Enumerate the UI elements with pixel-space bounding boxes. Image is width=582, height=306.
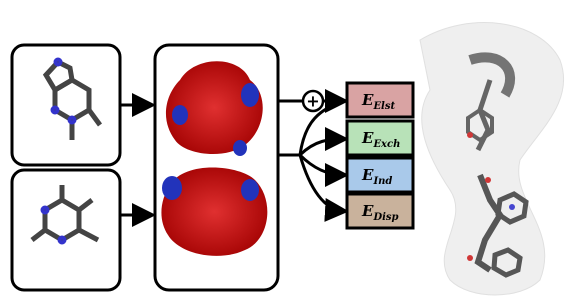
arrow <box>300 155 343 211</box>
term-subscript: Disp <box>372 212 398 223</box>
term-symbol: E <box>361 166 374 184</box>
molecule-box <box>12 170 120 290</box>
molecule-box <box>12 45 120 165</box>
term-subscript: Elst <box>372 101 395 112</box>
term-symbol: E <box>361 91 374 109</box>
term-subscript: Exch <box>372 139 400 150</box>
diagram: + EElstEExchEIndEDisp <box>0 0 582 306</box>
arrow <box>300 139 343 155</box>
operator: + <box>306 92 319 111</box>
term-symbol: E <box>361 129 374 147</box>
term-symbol: E <box>361 202 374 220</box>
term-subscript: Ind <box>372 176 392 187</box>
protein-structure <box>420 23 564 295</box>
